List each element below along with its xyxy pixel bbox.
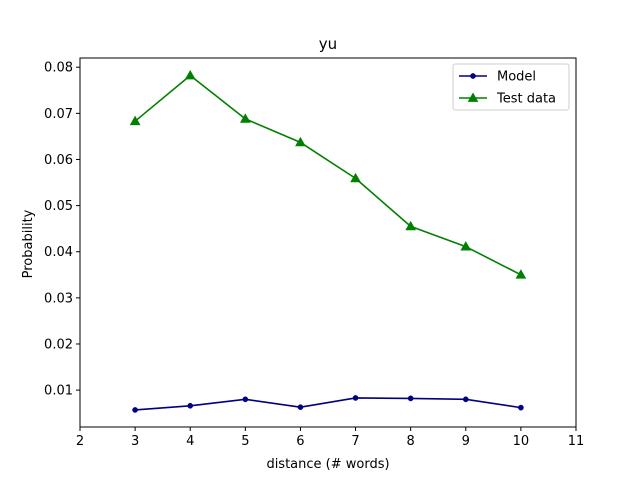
x-tick-label: 11 bbox=[568, 434, 585, 449]
y-tick-label: 0.06 bbox=[44, 153, 73, 168]
data-point-test-data bbox=[184, 70, 196, 80]
y-tick-label: 0.07 bbox=[44, 107, 73, 122]
data-point-model bbox=[462, 396, 469, 403]
data-point-model bbox=[518, 404, 524, 411]
legend-marker-test-data bbox=[467, 92, 479, 102]
x-tick-label: 5 bbox=[241, 434, 249, 449]
legend-label-model: Model bbox=[497, 70, 536, 85]
y-tick-label: 0.04 bbox=[44, 245, 73, 260]
x-tick-label: 6 bbox=[296, 434, 304, 449]
data-point-model bbox=[242, 396, 249, 403]
series-line-model bbox=[135, 397, 522, 411]
data-point-model bbox=[352, 395, 359, 401]
x-tick-label: 2 bbox=[76, 434, 84, 449]
data-point-test-data bbox=[239, 113, 251, 123]
x-tick-label: 9 bbox=[462, 434, 470, 449]
y-tick-label: 0.08 bbox=[44, 61, 73, 76]
legend-marker-model bbox=[470, 73, 476, 79]
data-point-model bbox=[187, 402, 194, 409]
y-tick-label: 0.05 bbox=[44, 199, 73, 214]
y-tick-label: 0.03 bbox=[44, 291, 73, 306]
data-point-model bbox=[297, 404, 304, 411]
x-tick-label: 8 bbox=[407, 434, 415, 449]
x-tick-label: 7 bbox=[351, 434, 359, 449]
y-tick-label: 0.01 bbox=[44, 384, 73, 399]
chart-title: yu bbox=[319, 35, 337, 53]
series-line-test-data bbox=[134, 74, 522, 276]
data-point-test-data bbox=[129, 115, 141, 126]
data-point-test-data bbox=[515, 269, 527, 279]
data-point-test-data bbox=[295, 136, 306, 147]
x-tick-label: 3 bbox=[131, 434, 139, 449]
data-point-test-data bbox=[460, 241, 472, 251]
y-axis-label: Probability bbox=[21, 209, 36, 278]
x-tick-label: 4 bbox=[186, 434, 194, 449]
data-point-model bbox=[132, 407, 138, 413]
series-model bbox=[132, 395, 524, 413]
data-point-test-data bbox=[405, 220, 417, 231]
x-axis-label: distance (# words) bbox=[266, 457, 389, 472]
series-test-data bbox=[129, 70, 527, 279]
y-tick-label: 0.02 bbox=[44, 337, 73, 352]
plot-area-frame bbox=[79, 57, 577, 428]
x-tick-label: 10 bbox=[513, 434, 530, 449]
data-point-model bbox=[407, 395, 414, 402]
legend-label-test-data: Test data bbox=[496, 92, 556, 107]
data-point-test-data bbox=[350, 172, 361, 183]
